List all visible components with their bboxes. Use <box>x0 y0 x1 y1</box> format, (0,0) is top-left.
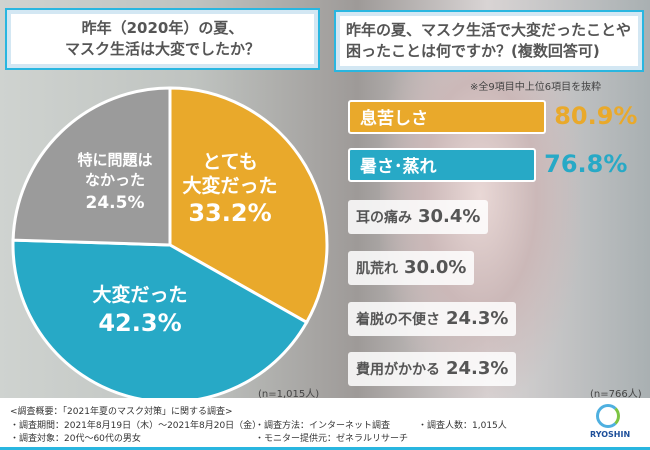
bar: 肌荒れ 30.0% <box>348 251 475 285</box>
bar: 耳の痛み 30.4% <box>348 200 489 234</box>
bar-value: 24.3% <box>446 308 509 329</box>
pie-slice <box>168 86 329 325</box>
bar: 暑さ･蒸れ <box>348 148 537 182</box>
footer-target: ・調査対象：20代～60代の男女 <box>10 434 141 444</box>
bar-value: 30.4% <box>418 206 481 227</box>
question-2-line1: 昨年の夏、マスク生活で大変だったことや <box>346 21 632 39</box>
footer-method: ・調査方法：インターネット調査 <box>255 421 391 431</box>
question-2-box: 昨年の夏、マスク生活で大変だったことや 困ったことは何ですか？(複数回答可) <box>334 10 644 72</box>
bar-value: 80.9% <box>554 102 638 130</box>
question-1-line1: 昨年（2020年）の夏、 <box>81 19 244 37</box>
survey-footer: <調査概要：「2021年夏のマスク対策」に関する調査> ・調査期間：2021年8… <box>0 398 650 450</box>
bar: 着脱の不便さ 24.3% <box>348 302 517 336</box>
bar-value: 24.3% <box>446 358 509 379</box>
bar-label: 着脱の不便さ <box>356 312 440 328</box>
bar-label: 肌荒れ <box>356 261 398 277</box>
pie-slice <box>11 86 172 247</box>
pie-label-very-hard: とても 大変だった 33.2% <box>182 151 278 227</box>
pie-sample-size: (n=1,015人) <box>258 389 320 400</box>
question-1-box: 昨年（2020年）の夏、 マスク生活は大変でしたか？ <box>5 8 320 70</box>
bar-value: 30.0% <box>404 257 467 278</box>
footer-period: ・調査期間：2021年8月19日（木）～2021年8月20日（金） <box>10 421 262 431</box>
bar: 費用がかかる 24.3% <box>348 352 517 386</box>
bar: 息苦しさ <box>348 100 547 134</box>
question-2-line2: 困ったことは何ですか？(複数回答可) <box>346 42 600 60</box>
note: ※全9項目中上位6項目を抜粋 <box>470 82 602 93</box>
question-1-line2: マスク生活は大変でしたか？ <box>64 40 260 58</box>
footer-monitor: ・モニター提供元：ゼネラルリサーチ <box>255 434 409 444</box>
footer-title: <調査概要：「2021年夏のマスク対策」に関する調査> <box>10 407 233 417</box>
bar-label: 耳の痛み <box>356 210 412 226</box>
pie-label-no-problem: 特に問題は なかった 24.5% <box>77 151 153 213</box>
bar-sample-size: (n=766人) <box>590 389 642 400</box>
ryoshin-logo-icon <box>596 404 620 428</box>
bar-value: 76.8% <box>544 150 628 178</box>
pie-slice <box>11 238 309 400</box>
bar-label: 暑さ･蒸れ <box>360 157 437 177</box>
pie-label-hard: 大変だった 42.3% <box>92 284 188 337</box>
pie-chart <box>11 86 329 400</box>
ryoshin-logo-text: RYOSHIN <box>590 430 631 439</box>
bar-label: 息苦しさ <box>360 109 428 129</box>
bar-label: 費用がかかる <box>356 362 440 378</box>
footer-count: ・調査人数：1,015人 <box>418 421 507 431</box>
